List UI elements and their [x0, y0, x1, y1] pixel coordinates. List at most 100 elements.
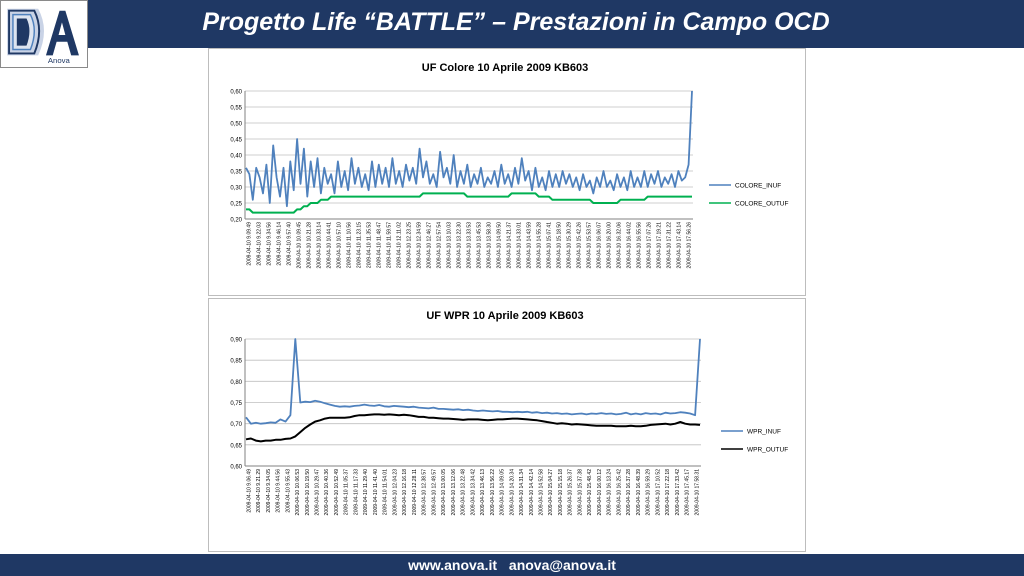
logo-text: Anova — [48, 56, 71, 65]
series-line-wpr-inuf — [245, 338, 701, 425]
x-tick-label: 2009-04-10 13.10.03 — [446, 222, 452, 269]
x-tick-label: 2009-04-10 12.28.11 — [412, 469, 418, 515]
x-tick-label: 2009-04-10 13.33.53 — [466, 222, 472, 269]
y-tick-label: 0,65 — [230, 443, 242, 449]
chart-title: UF WPR 10 Aprile 2009 KB603 — [426, 310, 583, 322]
x-tick-label: 2009-04-10 9.57.40 — [286, 222, 292, 266]
x-tick-label: 2009-04-10 10.21.28 — [306, 222, 312, 269]
series-line-colore-inuf — [245, 90, 693, 208]
x-tick-label: 2009-04-10 14.33.01 — [516, 222, 522, 269]
x-tick-label: 2009-04-10 11.48.47 — [376, 222, 382, 268]
legend-label: WPR_OUTUF — [747, 447, 788, 454]
chart-uf-colore: UF Colore 10 Aprile 2009 KB603 0,60 0,55 0,… — [208, 48, 806, 296]
x-tick-label: 2009-04-10 16.32.06 — [616, 222, 622, 269]
x-tick-label: 2009-04-10 16.55.56 — [636, 222, 642, 269]
x-tick-label: 2009-04-10 13.45.53 — [476, 222, 482, 269]
chart-uf-wpr: UF WPR 10 Aprile 2009 KB603 0,90 0,85 0,80 0… — [208, 298, 806, 552]
x-tick-label: 2009-04-10 15.30.29 — [566, 222, 572, 269]
y-tick-label: 0,70 — [230, 422, 242, 428]
y-tick-label: 0,60 — [230, 465, 242, 471]
x-tick-label: 2009-04-10 11.23.15 — [356, 222, 362, 268]
x-tick-label: 2009-04-10 17.33.42 — [675, 469, 681, 516]
x-tick-label: 2009-04-10 11.59.57 — [386, 222, 392, 268]
x-tick-label: 2009-04-10 11.54.01 — [383, 469, 389, 515]
x-tick-label: 2009-04-10 14.31.34 — [519, 469, 525, 516]
x-tick-label: 2009-04-10 10.57.10 — [336, 222, 342, 269]
x-tick-label: 2009-04-10 15.26.37 — [568, 469, 574, 516]
y-tick-label: 0,90 — [230, 338, 242, 344]
x-tick-label: 2009-04-10 10.06.53 — [295, 469, 301, 516]
x-tick-label: 2009-04-10 16.20.00 — [606, 222, 612, 269]
x-tick-label: 2009-04-10 9.21.29 — [256, 469, 262, 513]
x-tick-label: 2009-04-10 12.04.23 — [392, 469, 398, 516]
x-tick-label: 2009-04-10 10.44.41 — [326, 222, 332, 269]
chart-title: UF Colore 10 Aprile 2009 KB603 — [422, 62, 589, 74]
x-tick-label: 2009-04-10 9.22.03 — [256, 222, 262, 266]
x-tick-label: 2009-04-10 16.25.42 — [616, 469, 622, 516]
x-tick-label: 2009-04-10 12.16.18 — [402, 469, 408, 516]
y-tick-label: 0,80 — [230, 380, 242, 386]
x-tick-label: 2009-04-10 13.00.05 — [441, 469, 447, 516]
x-tick-label: 2009-04-10 15.18.50 — [556, 222, 562, 269]
x-tick-label: 2009-04-10 11.05.37 — [344, 469, 350, 515]
x-tick-label: 2009-04-10 12.38.57 — [422, 469, 428, 516]
x-tick-label: 2009-04-10 14.09.05 — [500, 469, 506, 516]
chart-uf-colore-svg: UF Colore 10 Aprile 2009 KB603 0,60 0,55 0,… — [230, 62, 788, 269]
x-tick-label: 2009-04-10 16.48.39 — [636, 469, 642, 516]
x-tick-label: 2009-04-10 14.55.28 — [536, 222, 542, 269]
x-tick-label: 2009-04-10 14.20.34 — [509, 469, 515, 516]
x-tick-label: 2009-04-10 15.04.27 — [548, 469, 554, 516]
x-tick-label: 2009-04-10 16.37.28 — [626, 469, 632, 516]
y-tick-label: 0,75 — [230, 401, 242, 407]
x-tick-label: 2009-04-10 10.52.49 — [334, 469, 340, 516]
x-tick-label: 2009-04-10 9.09.49 — [246, 222, 252, 266]
chart-uf-wpr-svg: UF WPR 10 Aprile 2009 KB603 0,90 0,85 0,80 0… — [230, 310, 788, 516]
x-tick-label: 2009-04-10 13.12.06 — [451, 469, 457, 516]
x-tick-label: 2009-04-10 9.34.05 — [266, 469, 272, 513]
x-tick-label: 2009-04-10 17.45.17 — [685, 469, 691, 516]
x-tick-label: 2009-04-10 9.34.56 — [266, 222, 272, 266]
x-tick-label: 2009-04-10 12.34.59 — [416, 222, 422, 269]
x-tick-label: 2009-04-10 14.43.59 — [526, 222, 532, 269]
header-bar — [0, 0, 1024, 48]
x-tick-label: 2009-04-10 16.44.02 — [626, 222, 632, 269]
x-tick-label: 2009-04-10 10.33.14 — [316, 222, 322, 269]
x-tick-label: 2009-04-10 15.07.41 — [546, 222, 552, 269]
x-tick-label: 2009-04-10 16.06.07 — [596, 222, 602, 269]
x-tick-label: 2009-04-10 12.49.57 — [431, 469, 437, 516]
footer-text: www.anova.it anova@anova.it — [0, 557, 1024, 573]
x-tick-label: 2009-04-10 17.31.22 — [666, 222, 672, 269]
x-tick-label: 2009-04-10 9.46.14 — [276, 222, 282, 266]
x-tick-label: 2009-04-10 17.10.52 — [655, 469, 661, 516]
x-tick-label: 2009-04-10 17.07.26 — [646, 222, 652, 269]
x-tick-label: 2009-04-10 16.13.24 — [607, 469, 613, 516]
x-tick-label: 2009-04-10 17.43.14 — [676, 222, 682, 269]
y-tick-label: 0,30 — [230, 186, 242, 192]
footer-email-link[interactable]: anova@anova.it — [508, 557, 616, 573]
x-tick-label: 2009-04-10 11.29.40 — [363, 469, 369, 515]
x-tick-label: 2009-04-10 12.57.54 — [436, 222, 442, 269]
legend-label: COLORE_OUTUF — [735, 201, 788, 208]
x-tick-label: 2009-04-10 12.11.02 — [396, 222, 402, 268]
y-tick-label: 0,50 — [230, 122, 242, 128]
series-line-wpr-outuf — [245, 413, 701, 443]
x-tick-label: 2009-04-10 12.23.25 — [406, 222, 412, 269]
legend-label: WPR_INUF — [747, 429, 781, 436]
y-tick-label: 0,20 — [230, 218, 242, 224]
x-tick-label: 2009-04-10 13.58.30 — [486, 222, 492, 269]
x-tick-label: 2009-04-10 10.29.47 — [315, 469, 321, 516]
y-tick-label: 0,40 — [230, 154, 242, 160]
x-tick-label: 2009-04-10 15.53.57 — [586, 222, 592, 269]
footer-website-link[interactable]: www.anova.it — [408, 557, 498, 573]
x-tick-label: 2009-04-10 13.22.30 — [456, 222, 462, 269]
y-tick-label: 0,25 — [230, 202, 242, 208]
x-tick-label: 2009-04-10 17.19.21 — [656, 222, 662, 269]
x-tick-label: 2009-04-10 13.22.48 — [461, 469, 467, 516]
x-tick-label: 2009-04-10 14.42.14 — [529, 469, 535, 516]
y-tick-label: 0,35 — [230, 170, 242, 176]
x-tick-label: 2009-04-10 17.22.18 — [665, 469, 671, 516]
x-tick-label: 2009-04-10 11.17.33 — [353, 469, 359, 515]
x-tick-label: 2009-04-10 15.37.38 — [577, 469, 583, 516]
anova-logo: Anova — [0, 0, 88, 68]
series-line-colore-outuf — [246, 192, 692, 214]
